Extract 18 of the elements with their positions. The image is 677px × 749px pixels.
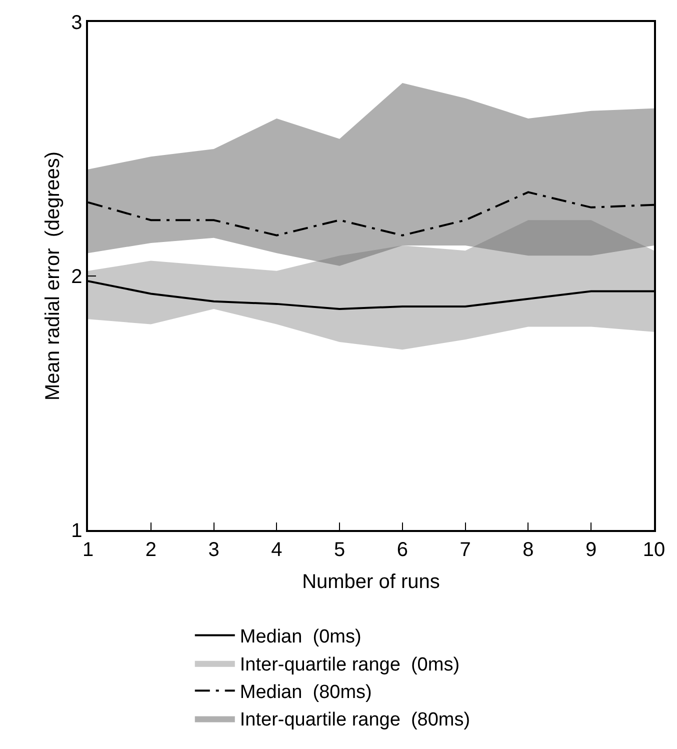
- x-tick-label: 4: [271, 538, 282, 561]
- y-axis-title: Mean radial error (degrees): [42, 152, 64, 400]
- legend-label: Median (80ms): [240, 682, 372, 704]
- x-axis-title: Number of runs: [302, 570, 440, 593]
- legend-label: Inter-quartile range (0ms): [240, 654, 460, 676]
- x-tick-label: 3: [208, 538, 220, 561]
- x-tick-label: 9: [586, 538, 597, 561]
- x-tick-label: 2: [145, 538, 156, 561]
- x-tick-label: 10: [642, 538, 666, 561]
- x-tick-label: 6: [396, 538, 408, 561]
- x-tick-label: 7: [460, 538, 471, 561]
- y-tick-label: 2: [71, 266, 82, 288]
- legend-label: Inter-quartile range (80ms): [240, 710, 470, 731]
- x-tick-label: 5: [334, 538, 346, 561]
- y-tick-label: 1: [71, 520, 82, 542]
- y-tick-label: 3: [71, 12, 82, 34]
- x-tick-label: 8: [522, 538, 534, 561]
- legend-label: Median (0ms): [240, 626, 362, 648]
